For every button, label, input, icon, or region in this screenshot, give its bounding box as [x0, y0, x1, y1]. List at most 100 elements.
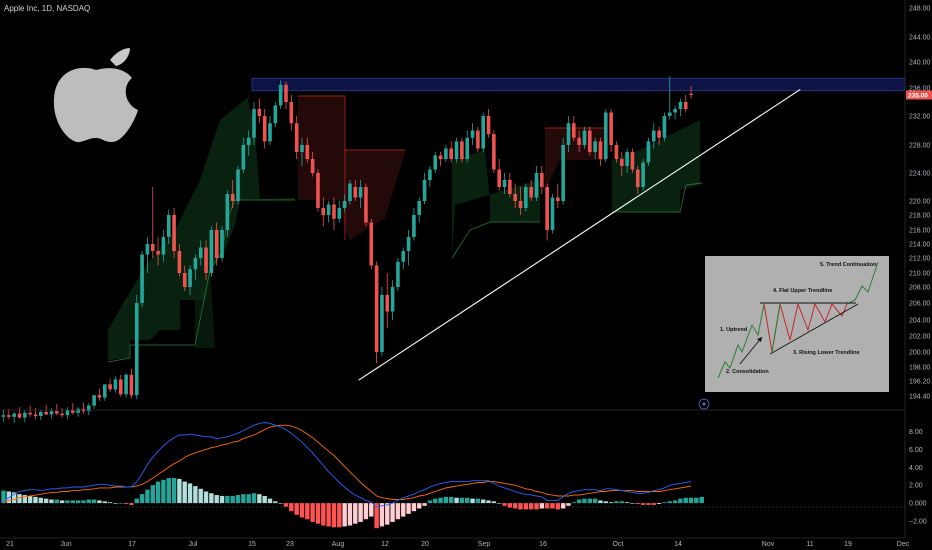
histogram-bar — [347, 503, 353, 526]
histogram-bar — [139, 494, 145, 504]
time-tick-label: Jul — [189, 541, 198, 548]
candle-body — [460, 141, 464, 159]
candle-body — [300, 145, 304, 152]
candle-body — [566, 123, 571, 145]
candle-body — [225, 194, 230, 230]
candle-body — [470, 130, 475, 138]
candle-body — [44, 412, 48, 415]
candle-body — [614, 145, 619, 159]
histogram-bar — [417, 503, 422, 509]
rising-trendline[interactable] — [358, 88, 801, 381]
candle-body — [449, 148, 454, 159]
candle-body — [209, 230, 214, 273]
candle — [198, 240, 203, 266]
histogram-bar — [278, 503, 283, 504]
histogram-bar — [507, 503, 513, 508]
candle — [86, 403, 91, 416]
candle — [342, 194, 347, 212]
candle-body — [305, 145, 310, 159]
histogram-bar — [267, 498, 273, 504]
histogram-bar — [363, 503, 369, 520]
candle — [646, 137, 651, 166]
macd-histogram — [1, 478, 704, 529]
candle-body — [508, 180, 512, 194]
candle — [289, 95, 294, 131]
price-tick-label: 212.00 — [909, 256, 931, 263]
candle-body — [534, 173, 539, 198]
price-axis[interactable]: 248.00 244.00 240.00 236.00 232.00 228.00 224.… — [909, 6, 931, 401]
histogram-bar — [422, 503, 427, 506]
price-tick-label: 202.00 — [909, 334, 931, 341]
candle — [145, 237, 150, 273]
price-tick-label: 248.00 — [909, 6, 931, 13]
histogram-bar — [241, 494, 246, 504]
histogram-bar — [358, 503, 363, 522]
time-tick-label: 20 — [421, 541, 429, 548]
macd-tick-label: 0.000 — [909, 501, 927, 508]
candle-body — [348, 183, 352, 201]
candle — [161, 230, 166, 262]
signal-line — [3, 424, 692, 502]
candle — [316, 169, 320, 212]
price-tick-label: 216.00 — [909, 228, 931, 235]
candle-body — [1, 415, 6, 417]
candle-body — [39, 412, 43, 416]
time-tick-label: Jun — [60, 541, 71, 548]
histogram-bar — [1, 490, 6, 504]
price-tick-label: 228.00 — [909, 143, 931, 150]
candle — [108, 378, 112, 392]
candle — [529, 180, 533, 201]
histogram-bar — [33, 496, 38, 504]
histogram-bar — [630, 503, 635, 504]
histogram-bar — [198, 488, 203, 504]
histogram-bar — [683, 497, 688, 504]
candle-body — [385, 295, 390, 312]
candle — [1, 410, 6, 422]
candle-body — [284, 84, 288, 102]
candle — [588, 126, 592, 156]
candle-body — [23, 412, 27, 418]
chart-settings-icon[interactable] — [698, 398, 710, 410]
last-price-badge: 235.00 — [906, 90, 932, 100]
histogram-bar — [310, 503, 315, 522]
candle-body — [380, 295, 384, 352]
candle-body — [518, 201, 523, 208]
candle — [572, 116, 576, 142]
histogram-bar — [305, 503, 310, 520]
candle — [470, 123, 475, 145]
histogram-bar — [406, 503, 411, 514]
histogram-bar — [81, 500, 86, 504]
candle-body — [657, 130, 661, 138]
candle-body — [262, 116, 267, 142]
candle — [156, 237, 160, 266]
macd-tick-label: −2.00 — [909, 519, 927, 526]
candle — [454, 137, 459, 163]
apple-logo-icon — [53, 48, 139, 143]
candle — [497, 159, 501, 191]
candle — [166, 209, 171, 244]
histogram-bar — [155, 481, 161, 504]
histogram-bar — [166, 478, 171, 504]
candle-body — [667, 112, 672, 116]
candle-body — [598, 141, 603, 159]
histogram-bar — [390, 503, 395, 522]
candle — [369, 218, 374, 270]
candle — [28, 405, 32, 417]
histogram-bar — [512, 503, 518, 509]
time-axis[interactable]: 21 Jun 17 Jul 15 23 Aug 12 20 Sep 16 Oct 14 Nov 11 19 De… — [6, 541, 910, 548]
histogram-bar — [518, 503, 523, 510]
candle-body — [268, 123, 272, 142]
candle-body — [406, 237, 411, 251]
candle-body — [12, 413, 16, 417]
histogram-bar — [203, 491, 209, 504]
candle — [310, 152, 315, 177]
time-tick-label: Aug — [332, 541, 345, 548]
candle — [300, 137, 304, 166]
inset-arrowhead — [757, 337, 762, 342]
candle — [118, 374, 123, 397]
candle — [673, 105, 677, 120]
candle-body — [556, 197, 560, 201]
histogram-bar — [177, 478, 182, 504]
histogram-bar — [299, 503, 305, 518]
